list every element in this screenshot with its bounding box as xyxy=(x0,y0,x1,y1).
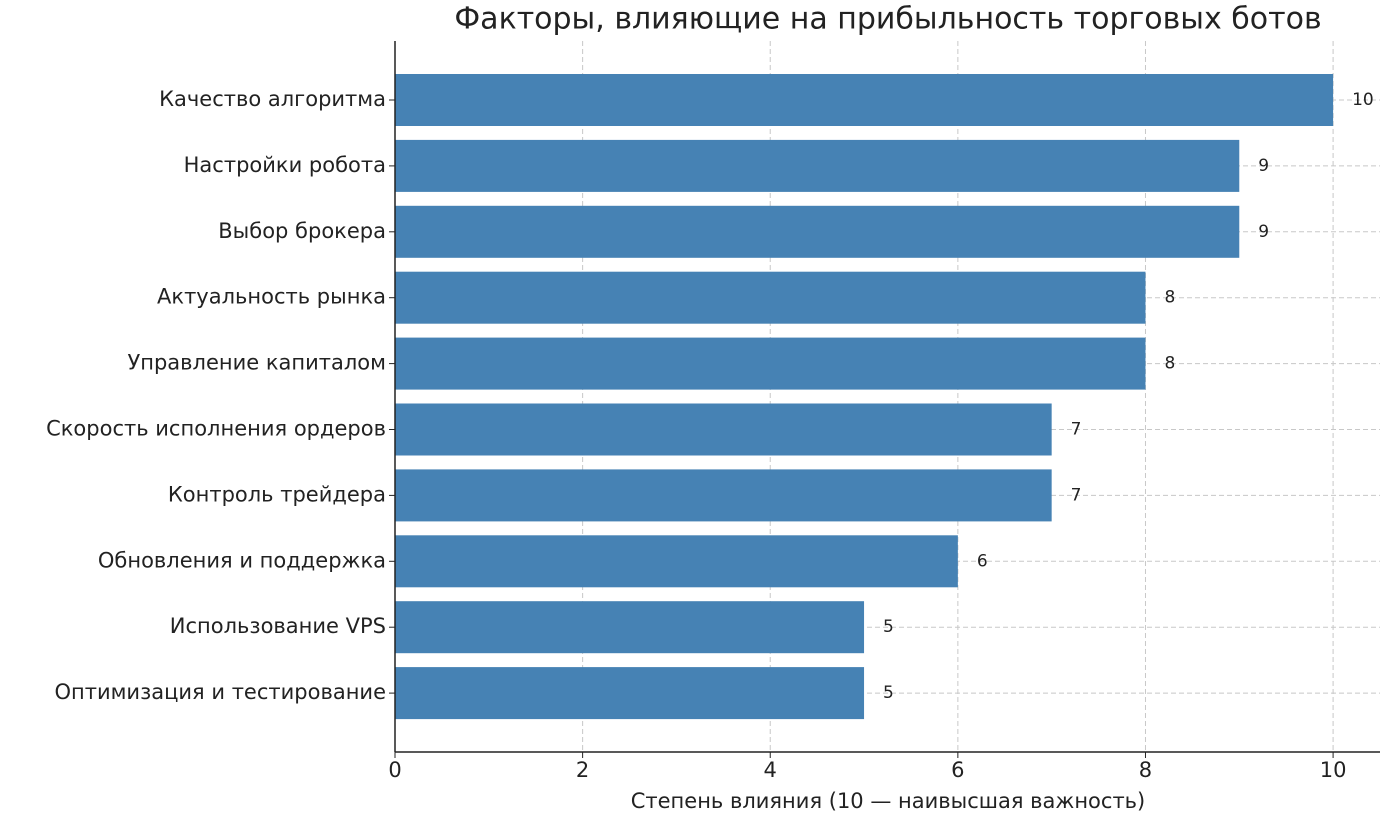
data-label: 5 xyxy=(883,683,894,703)
y-tick-label: Выбор брокера xyxy=(218,219,386,243)
x-tick-label: 0 xyxy=(388,758,401,782)
bar xyxy=(395,403,1052,456)
y-tick-label: Актуальность рынка xyxy=(157,285,386,309)
x-tick-label: 10 xyxy=(1320,758,1347,782)
bar xyxy=(395,667,865,720)
y-tick-label: Оптимизация и тестирование xyxy=(54,680,386,704)
x-tick-label: 2 xyxy=(576,758,589,782)
data-label: 6 xyxy=(977,551,988,571)
data-label: 5 xyxy=(883,617,894,637)
x-tick-label: 4 xyxy=(764,758,777,782)
y-tick-label: Настройки робота xyxy=(184,153,386,177)
bar xyxy=(395,205,1240,258)
y-tick-label: Скорость исполнения ордеров xyxy=(46,417,386,441)
data-label: 8 xyxy=(1164,354,1175,374)
bar xyxy=(395,271,1146,324)
data-label: 9 xyxy=(1258,222,1269,242)
data-label: 9 xyxy=(1258,156,1269,176)
y-tick-label: Использование VPS xyxy=(170,614,386,638)
x-tick-label: 8 xyxy=(1139,758,1152,782)
bar xyxy=(395,74,1334,126)
data-label: 7 xyxy=(1071,420,1082,440)
x-axis-label: Степень влияния (10 — наивысшая важность… xyxy=(631,789,1146,813)
bar xyxy=(395,469,1052,522)
chart-title: Факторы, влияющие на прибыльность торгов… xyxy=(454,2,1321,37)
y-tick-label: Контроль трейдера xyxy=(168,482,386,506)
y-tick-label: Качество алгоритма xyxy=(159,87,386,111)
bar xyxy=(395,139,1240,192)
bar xyxy=(395,337,1146,390)
x-tick-label: 6 xyxy=(951,758,964,782)
data-label: 8 xyxy=(1164,288,1175,308)
data-label: 7 xyxy=(1071,485,1082,505)
y-tick-label: Управление капиталом xyxy=(127,351,386,375)
bar xyxy=(395,535,958,588)
bar xyxy=(395,601,865,654)
y-tick-label: Обновления и поддержка xyxy=(98,548,386,572)
data-label: 10 xyxy=(1352,90,1374,110)
